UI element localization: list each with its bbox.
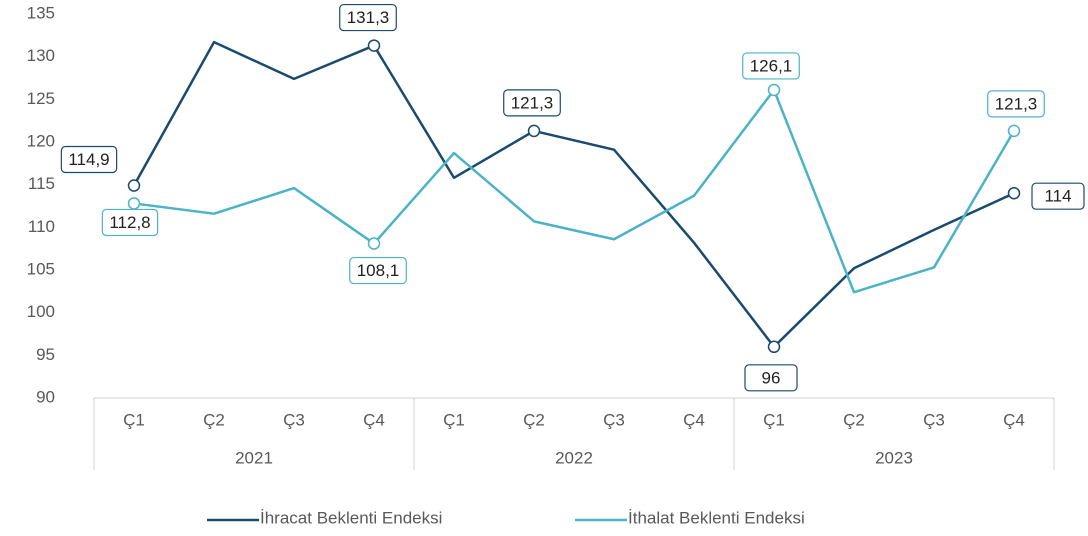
y-tick-label: 95 [36, 345, 55, 364]
data-label: 112,8 [109, 213, 150, 232]
y-tick-label: 130 [27, 46, 55, 65]
y-tick-label: 120 [27, 131, 55, 150]
x-tick-label: Ç2 [843, 410, 865, 429]
legend-label: İhracat Beklenti Endeksi [260, 508, 442, 527]
y-tick-label: 105 [27, 259, 55, 278]
point-marker [127, 179, 141, 192]
legend-label: İthalat Beklenti Endeksi [628, 508, 805, 527]
point-marker [367, 237, 381, 250]
x-group-label: 2021 [235, 448, 273, 467]
x-tick-label: Ç4 [683, 410, 705, 429]
data-label: 108,1 [357, 261, 400, 280]
point-marker [527, 124, 541, 138]
data-label-box [101, 208, 159, 237]
x-tick-label: Ç2 [203, 410, 225, 429]
x-tick-label: Ç3 [283, 410, 305, 429]
point-marker [767, 83, 781, 97]
data-label-box [349, 256, 407, 285]
x-tick-label: Ç4 [363, 410, 385, 429]
y-tick-label: 115 [28, 174, 55, 193]
x-tick-label: Ç4 [1003, 410, 1025, 429]
data-label-box [503, 89, 561, 117]
data-label-box [742, 52, 800, 80]
y-tick-label: 110 [28, 217, 55, 236]
x-group-label: 2022 [555, 448, 593, 467]
data-label: 121,3 [511, 93, 554, 112]
point-marker [1007, 186, 1021, 200]
point-marker [127, 197, 141, 210]
x-tick-label: Ç3 [603, 410, 625, 429]
series-line [133, 88, 1016, 294]
x-tick-label: Ç1 [443, 410, 465, 429]
data-label: 121,3 [995, 94, 1038, 113]
point-marker [767, 340, 781, 354]
point-marker [367, 39, 381, 52]
data-label: 114 [1044, 187, 1071, 206]
data-label-box [339, 3, 397, 32]
series-line [132, 40, 1015, 349]
data-label-box [744, 364, 798, 392]
x-group-label: 2023 [875, 448, 913, 467]
data-label-box [987, 90, 1045, 118]
y-tick-label: 135 [27, 3, 55, 22]
x-tick-label: Ç1 [123, 410, 145, 429]
y-tick-label: 125 [27, 89, 55, 108]
x-tick-label: Ç2 [523, 410, 545, 429]
data-label-box [1031, 182, 1085, 210]
data-label: 131,3 [347, 8, 390, 27]
data-label: 96 [762, 368, 781, 387]
x-tick-label: Ç1 [763, 410, 785, 429]
y-tick-label: 100 [27, 302, 55, 321]
data-label: 114,9 [68, 150, 109, 169]
point-marker [1007, 124, 1021, 138]
data-label: 126,1 [750, 56, 793, 75]
x-tick-label: Ç3 [923, 410, 945, 429]
data-label-box [60, 145, 118, 174]
y-tick-label: 90 [36, 387, 55, 406]
